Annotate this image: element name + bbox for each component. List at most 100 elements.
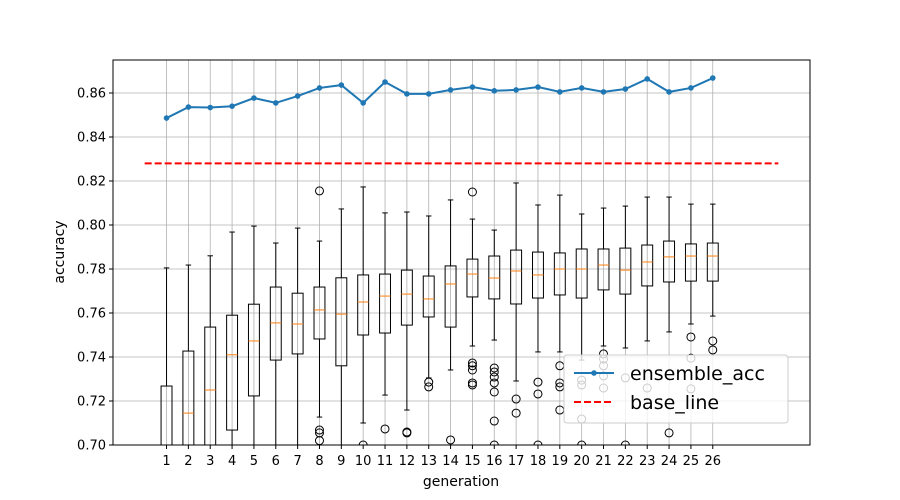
series-marker xyxy=(578,85,585,91)
y-tick-label: 0.86 xyxy=(77,87,106,102)
series-marker xyxy=(207,104,214,111)
x-tick-label: 7 xyxy=(293,454,301,469)
box-body xyxy=(510,249,523,305)
box xyxy=(510,182,523,418)
box-body xyxy=(619,247,632,295)
flier xyxy=(402,428,412,438)
x-tick-label: 10 xyxy=(355,454,372,469)
x-tick-label: 18 xyxy=(530,454,547,469)
y-tick-label: 0.72 xyxy=(77,395,106,410)
x-tick-label: 5 xyxy=(250,454,258,469)
flier xyxy=(533,377,543,387)
legend-label: ensemble_acc xyxy=(630,363,765,385)
series-marker xyxy=(513,87,519,93)
flier xyxy=(533,389,543,399)
box-body xyxy=(160,385,173,445)
x-tick-label: 9 xyxy=(337,454,345,469)
series-marker xyxy=(163,115,170,121)
flier xyxy=(511,408,521,418)
series-line xyxy=(166,77,714,119)
flier xyxy=(708,345,718,355)
x-tick-label: 2 xyxy=(184,454,192,469)
box xyxy=(706,203,719,355)
box-body xyxy=(379,273,391,334)
y-tick-label: 0.80 xyxy=(77,219,106,234)
ticks: 0.700.720.740.760.780.800.820.840.861 2 3 4… xyxy=(77,87,721,470)
x-tick-label: 24 xyxy=(661,454,678,469)
legend-marker xyxy=(591,370,597,376)
box xyxy=(182,264,195,445)
legend-box xyxy=(563,354,789,424)
box-body xyxy=(663,240,676,283)
y-axis-label: accuracy xyxy=(52,220,68,283)
x-tick-label: 4 xyxy=(228,454,236,469)
x-tick-label: 19 xyxy=(552,454,569,469)
series-marker xyxy=(229,103,235,109)
x-tick-label: 11 xyxy=(377,454,394,469)
flier xyxy=(489,378,499,388)
x-tick-label: 3 xyxy=(206,454,214,469)
series-marker xyxy=(600,89,607,95)
series-marker xyxy=(338,82,345,88)
flier xyxy=(708,336,718,346)
x-tick-label: 17 xyxy=(508,454,525,469)
box xyxy=(400,211,413,438)
box-body xyxy=(226,314,239,431)
flier xyxy=(489,367,499,377)
flier xyxy=(380,424,390,434)
series-marker xyxy=(294,93,301,99)
series-marker xyxy=(491,88,498,94)
box-body xyxy=(204,326,217,445)
box xyxy=(160,267,173,445)
flier xyxy=(467,361,477,371)
series-marker xyxy=(447,87,454,93)
flier xyxy=(314,425,324,435)
box-body xyxy=(182,350,195,445)
box-body xyxy=(335,277,348,367)
x-tick-label: 12 xyxy=(399,454,416,469)
box xyxy=(444,199,457,445)
flier xyxy=(489,372,499,382)
box xyxy=(357,186,370,445)
legend-label: base_line xyxy=(630,392,719,414)
x-tick-label: 21 xyxy=(595,454,612,469)
legend: ensemble_acc base_line xyxy=(563,354,789,424)
y-tick-label: 0.82 xyxy=(77,175,106,190)
flier xyxy=(467,358,477,368)
x-axis-label: generation xyxy=(423,474,499,490)
x-tick-label: 23 xyxy=(639,454,656,469)
x-tick-label: 15 xyxy=(464,454,481,469)
series-marker xyxy=(316,85,323,91)
box xyxy=(422,215,435,392)
box xyxy=(226,231,239,445)
series-marker xyxy=(666,89,672,95)
box xyxy=(204,255,217,445)
box xyxy=(488,229,501,445)
box xyxy=(619,205,632,445)
box-body xyxy=(641,244,654,287)
box-body xyxy=(313,286,326,340)
box xyxy=(247,225,260,445)
flier xyxy=(686,332,696,342)
series-marker xyxy=(469,84,476,90)
x-tick-label: 20 xyxy=(573,454,590,469)
x-tick-label: 25 xyxy=(683,454,700,469)
flier xyxy=(489,387,499,397)
series-marker xyxy=(535,84,541,90)
box-body xyxy=(488,255,501,300)
box xyxy=(379,212,391,434)
flier xyxy=(489,416,499,426)
box-body xyxy=(597,248,610,291)
x-tick-label: 16 xyxy=(486,454,503,469)
x-tick-label: 8 xyxy=(315,454,323,469)
series-marker xyxy=(404,91,410,97)
flier xyxy=(489,363,499,373)
flier xyxy=(467,187,477,197)
box-body xyxy=(466,258,479,298)
series-marker xyxy=(360,100,366,106)
flier xyxy=(314,186,324,196)
box-body xyxy=(553,252,566,296)
axes-frame xyxy=(112,59,811,446)
